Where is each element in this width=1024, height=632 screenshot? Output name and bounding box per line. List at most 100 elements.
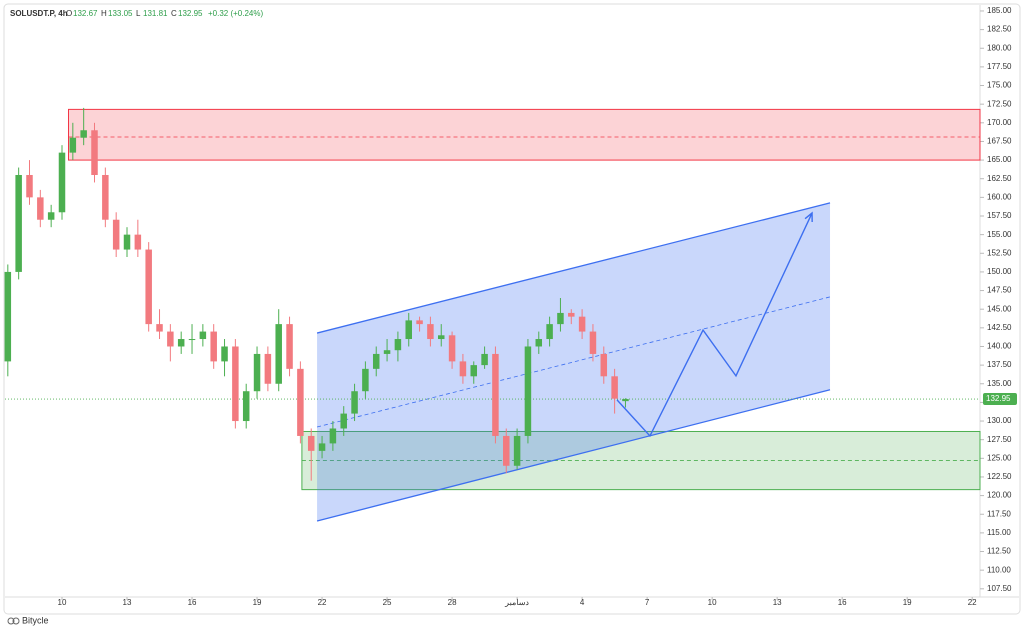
candle-body — [232, 346, 239, 422]
candle-body — [416, 320, 423, 325]
candle-body — [253, 353, 261, 392]
y-tick-label: 177.50 — [987, 62, 1012, 71]
candle-body — [459, 361, 467, 377]
candle-body — [58, 152, 66, 213]
y-tick-label: 135.00 — [987, 379, 1012, 388]
candle-body — [177, 339, 185, 347]
y-tick-label: 160.00 — [987, 192, 1012, 201]
candle-body — [275, 324, 282, 384]
x-tick-label: 22 — [318, 598, 327, 607]
channel-lower — [316, 389, 831, 522]
x-tick-label: 4 — [580, 598, 585, 607]
candle-body — [448, 335, 456, 362]
y-tick-label: 112.50 — [987, 547, 1011, 556]
candle-body — [622, 399, 629, 402]
candle-body — [167, 331, 174, 347]
brand-name: Bitycle — [22, 615, 49, 625]
y-tick-label: 142.50 — [987, 323, 1012, 332]
candle-body — [362, 368, 369, 392]
y-tick-label: 147.50 — [987, 286, 1012, 295]
x-tick-label: 19 — [253, 598, 262, 607]
candle-body — [199, 331, 207, 340]
ohlc-value: 132.95 — [178, 9, 203, 18]
candle-body — [47, 212, 55, 220]
candle-body — [568, 312, 575, 317]
y-tick-label: 155.00 — [987, 230, 1012, 239]
ohlc-value: 131.81 — [143, 9, 168, 18]
y-tick-label: 130.00 — [987, 416, 1012, 425]
last-price-label: 132.95 — [986, 394, 1011, 403]
candle-body — [470, 365, 478, 377]
candle-body — [503, 435, 510, 466]
candle-body — [578, 316, 586, 332]
y-tick-label: 180.00 — [987, 43, 1012, 52]
candle-body — [329, 428, 337, 444]
candle-body — [383, 350, 391, 354]
candle-body — [546, 324, 553, 340]
candle-body — [102, 174, 109, 220]
y-tick-label: 167.50 — [987, 137, 1012, 146]
x-tick-label: 28 — [448, 598, 457, 607]
candle-body — [286, 324, 293, 369]
x-tick-label: 10 — [708, 598, 717, 607]
y-tick-label: 165.00 — [987, 155, 1012, 164]
ohlc-value: 132.67 — [73, 9, 98, 18]
candle-body — [37, 197, 44, 220]
y-tick-label: 117.50 — [987, 509, 1011, 518]
candle-body — [188, 339, 196, 341]
x-tick-label: 13 — [123, 598, 132, 607]
ohlc-value: 133.05 — [108, 9, 133, 18]
zone — [67, 108, 981, 161]
candle-body — [145, 249, 152, 325]
brand: Bitycle — [7, 615, 49, 625]
symbol: SOLUSDT.P, 4h — [10, 9, 68, 18]
y-tick-label: 175.00 — [987, 81, 1012, 90]
candle-body — [318, 443, 326, 451]
candle-body — [557, 312, 564, 325]
x-tick-label: 25 — [383, 598, 392, 607]
candle-body — [394, 339, 402, 351]
y-tick-label: 162.50 — [987, 174, 1012, 183]
candle-body — [513, 435, 521, 466]
channel-fill — [317, 202, 831, 521]
candle-body — [307, 435, 315, 451]
candle-body — [600, 353, 608, 377]
candle-body — [26, 174, 33, 198]
candle-body — [123, 234, 131, 250]
y-tick-label: 150.00 — [987, 267, 1012, 276]
candle-body — [535, 339, 543, 347]
candle-body — [15, 174, 22, 272]
ohlc-key: C — [171, 9, 177, 18]
y-tick-label: 122.50 — [987, 472, 1012, 481]
last-price-box — [983, 393, 1017, 406]
x-tick-label: 13 — [773, 598, 782, 607]
ohlc-key: H — [101, 9, 107, 18]
candle-body — [372, 353, 380, 369]
y-tick-label: 125.00 — [987, 453, 1012, 462]
y-tick-label: 107.50 — [987, 584, 1012, 593]
candle-body — [264, 353, 272, 384]
candle-body — [210, 331, 217, 362]
y-tick-label: 127.50 — [987, 435, 1012, 444]
y-tick-label: 120.00 — [987, 491, 1012, 500]
x-tick-label: 19 — [903, 598, 912, 607]
candle-body — [351, 391, 358, 414]
x-tick-label: 22 — [968, 598, 977, 607]
candle-body — [427, 324, 434, 340]
x-tick-label: دسامبر — [504, 598, 529, 607]
candle-body — [69, 137, 77, 153]
candle-body — [481, 353, 488, 366]
y-tick-label: 157.50 — [987, 211, 1012, 220]
y-tick-label: 182.50 — [987, 25, 1012, 34]
candle-body — [524, 346, 532, 436]
candle-body — [340, 413, 347, 429]
channel-middle — [316, 296, 831, 428]
candle-body — [405, 320, 412, 340]
y-tick-label: 115.00 — [987, 528, 1011, 537]
candle-body — [437, 335, 445, 340]
candle-body — [80, 130, 87, 138]
candle-body — [156, 324, 163, 332]
candle-body — [112, 219, 120, 250]
channel-upper — [316, 202, 831, 334]
